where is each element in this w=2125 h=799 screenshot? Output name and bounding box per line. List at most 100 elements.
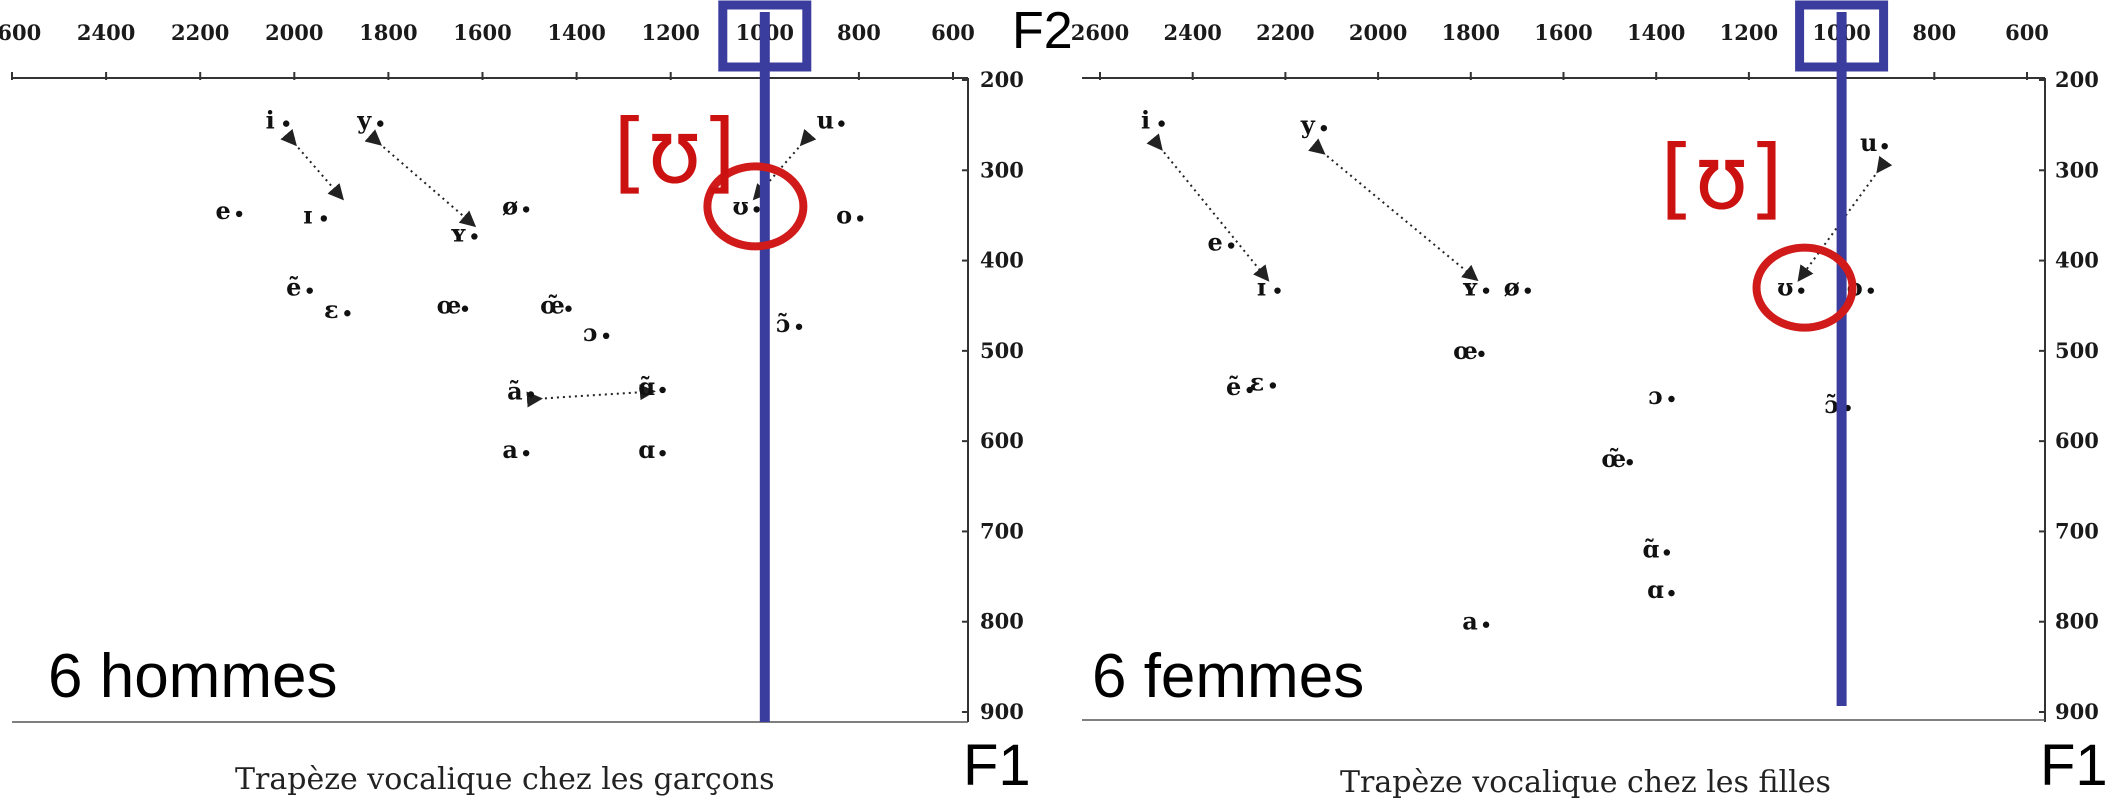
vowel-point — [753, 206, 760, 213]
vowel-point — [522, 449, 530, 457]
x-tick-label: 600 — [2005, 20, 2049, 45]
vowel-label: ʏ — [450, 218, 467, 247]
x-tick-label: 1400 — [1627, 20, 1685, 45]
y-tick-label: 500 — [980, 338, 1024, 363]
vowel-point — [565, 305, 572, 312]
vowel-point — [1663, 549, 1671, 556]
y-tick-label: 800 — [980, 609, 1024, 634]
vowel-label: a — [1462, 607, 1478, 636]
y-tick-label: 600 — [980, 428, 1024, 453]
x-tick-label: 1800 — [1442, 20, 1500, 45]
vowel-point — [522, 206, 530, 213]
vowel-label: ɑ̃ — [1642, 534, 1659, 563]
vowel-point — [1482, 287, 1490, 294]
y-tick-labels: 200 300 400 500 600 700 800 900 — [2039, 67, 2099, 724]
vowel-label: i — [1141, 106, 1150, 135]
highlight-circle — [703, 162, 808, 251]
vowel-point — [659, 386, 666, 394]
vowel-point — [1881, 143, 1888, 150]
y-tick-label: 700 — [2055, 518, 2099, 543]
vowel-label: œ̃ — [1601, 444, 1626, 473]
vowel-points: i y e ɪ ʏ ø ʊ u o ẽɛ œ œ̃ ɔ ɔ̃ ã ɑ̃ a ɑ — [215, 106, 864, 464]
x-tick-label: 600 — [931, 20, 975, 45]
vowel-label: y — [356, 106, 372, 135]
x-tick-label: 2000 — [1349, 20, 1407, 45]
highlight-symbol: [ʊ] — [1660, 126, 1783, 229]
vowel-point — [235, 210, 243, 218]
vowel-point — [1668, 395, 1675, 403]
y-tick-label: 300 — [980, 157, 1024, 182]
vowel-point — [527, 391, 535, 398]
vowel-arrow — [1308, 138, 1479, 282]
caption: Trapèze vocalique chez les filles — [1340, 765, 1831, 799]
vowel-label: ɛ — [324, 295, 339, 324]
vowel-point — [471, 233, 478, 240]
vowel-point — [1482, 621, 1490, 628]
vowel-point — [1274, 287, 1281, 294]
vowel-point — [1227, 242, 1235, 249]
y-tick-label: 500 — [2055, 338, 2099, 363]
x-tick-label: 1400 — [547, 20, 605, 45]
vowel-point — [602, 332, 610, 339]
x-tick-label: 800 — [1912, 20, 1956, 45]
x-tick-label: 1600 — [453, 20, 511, 45]
x-tick-label: 1200 — [1720, 20, 1778, 45]
vowel-label: y — [1300, 110, 1316, 139]
vowel-point — [461, 305, 469, 312]
vowel-label: o — [836, 200, 852, 229]
vowel-point — [377, 120, 384, 127]
caption: Trapèze vocalique chez les garçons — [235, 762, 775, 797]
panel-label: 6 femmes — [1092, 642, 1364, 711]
vowel-label: e — [1208, 228, 1223, 257]
x-axis-label: F2 — [1012, 2, 1073, 60]
y-tick-label: 700 — [980, 518, 1024, 543]
x-tick-label: 2600 — [0, 20, 41, 45]
vowel-label: a — [502, 435, 518, 464]
vowel-label: ʏ — [1461, 273, 1478, 302]
vowel-label: ɑ̃ — [638, 372, 655, 401]
vowel-point — [795, 323, 803, 330]
vowel-label: ʊ — [1777, 273, 1793, 302]
vowel-label: ø — [502, 191, 518, 220]
vowel-point — [282, 120, 290, 127]
vowel-label: ẽ — [1226, 372, 1241, 401]
vowel-point — [1320, 124, 1328, 132]
vowel-label: œ — [1453, 336, 1478, 365]
y-tick-label: 800 — [2055, 609, 2099, 634]
vowel-label: ɔ — [1648, 381, 1663, 410]
vowel-arrow — [364, 129, 477, 228]
vowel-label: ɔ — [583, 318, 598, 347]
highlight-symbol: [ʊ] — [613, 100, 736, 203]
vowel-label: ɔ̃ — [1824, 390, 1839, 419]
vowel-point — [1158, 120, 1165, 127]
vowel-point — [1269, 382, 1277, 389]
x-tick-label: 800 — [837, 20, 881, 45]
vowel-label: ã — [507, 376, 523, 405]
y-tick-label: 900 — [2055, 699, 2099, 724]
x-tick-labels: 2600240022002000180016001400120010008006… — [1071, 20, 2049, 80]
x-tick-label: 2400 — [1163, 20, 1221, 45]
y-tick-label: 200 — [2055, 67, 2099, 92]
vowel-point — [856, 215, 864, 222]
chart-panel-women: 2600240022002000180016001400120010008006… — [1071, 0, 2108, 799]
vowel-arrows — [280, 128, 817, 408]
panel-label: 6 hommes — [48, 642, 337, 711]
y-tick-label: 300 — [2055, 157, 2099, 182]
x-tick-label: 1800 — [359, 20, 417, 45]
vowel-label: ɔ̃ — [776, 309, 791, 338]
x-tick-labels: 2600240022002000180016001400120010008006… — [0, 20, 975, 80]
vowel-arrow — [526, 384, 656, 408]
vowel-point — [1798, 287, 1805, 294]
vowel-label: ɪ — [303, 200, 312, 229]
vowel-point — [344, 310, 351, 317]
y-tick-label: 400 — [2055, 248, 2099, 273]
x-tick-label: 2600 — [1071, 20, 1129, 45]
vowel-point — [838, 120, 845, 127]
y-axis-label: F1 — [963, 733, 1031, 798]
vowel-label: u — [817, 106, 834, 135]
x-tick-label: 2400 — [77, 20, 135, 45]
vowel-label: œ — [437, 291, 462, 320]
vowel-point — [1246, 386, 1253, 394]
chart-panel-men: 2600240022002000180016001400120010008006… — [0, 0, 1073, 798]
